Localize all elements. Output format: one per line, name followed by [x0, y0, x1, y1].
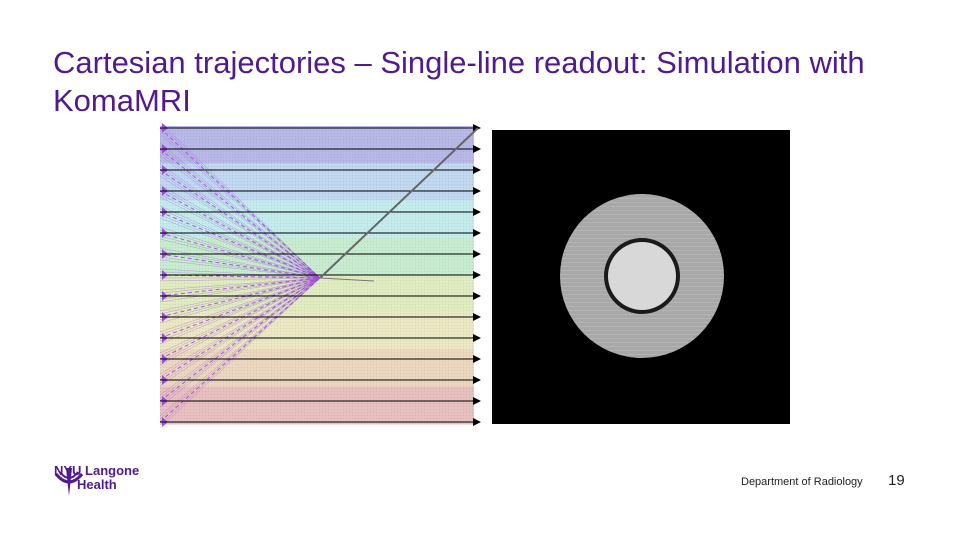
- trajectory-ray: [159, 277, 321, 363]
- kspace-trajectory-figure: [159, 121, 481, 429]
- trajectory-rays: [159, 121, 321, 429]
- trajectory-ray: [159, 253, 321, 279]
- trajectory-ray: [159, 277, 321, 282]
- trajectory-ray: [159, 238, 321, 279]
- trajectory-ray: [159, 205, 321, 279]
- logo-line1: NYU Langone: [54, 463, 140, 478]
- nyu-langone-logo: NYU Langone Health: [52, 464, 172, 504]
- trajectory-ray: [159, 142, 321, 279]
- trajectory-ray: [159, 247, 321, 279]
- trajectory-ray: [159, 127, 321, 279]
- trajectory-ray: [159, 274, 321, 279]
- trajectory-ray: [159, 277, 321, 378]
- logo-line2: Health: [77, 477, 117, 492]
- diagonal-trajectory: [319, 127, 479, 279]
- trajectory-ray: [159, 277, 321, 321]
- trajectory-ray: [159, 235, 321, 279]
- trajectory-ray: [159, 277, 321, 354]
- center-trace: [319, 277, 375, 282]
- trajectory-ray: [159, 277, 321, 333]
- trajectory-ray: [159, 184, 321, 279]
- trajectory-ray: [159, 277, 321, 342]
- trajectory-ray: [159, 277, 321, 360]
- slide-title: Cartesian trajectories – Single-line rea…: [53, 45, 865, 118]
- trajectory-ray: [159, 277, 321, 366]
- trajectory-ray: [159, 214, 321, 279]
- trajectory-ray: [159, 277, 321, 402]
- trajectory-ray: [159, 277, 321, 381]
- trajectory-ray: [159, 193, 321, 279]
- trajectory-ray: [159, 211, 321, 279]
- readout-lines: [160, 124, 481, 426]
- trajectory-ray: [159, 163, 321, 279]
- trajectory-ray: [159, 277, 321, 417]
- trajectory-ray: [159, 121, 321, 279]
- trajectory-ray: [159, 277, 321, 408]
- trajectory-ray: [159, 277, 321, 423]
- trajectory-ray: [159, 217, 321, 279]
- department-label: Department of Radiology: [741, 476, 863, 488]
- trajectory-ray: [159, 277, 321, 420]
- torch-icon: [54, 468, 84, 496]
- trajectory-ray: [159, 154, 321, 279]
- trajectory-ray: [159, 268, 321, 279]
- trajectory-ray: [159, 196, 321, 279]
- trajectory-ray: [159, 277, 321, 396]
- page-number: 19: [888, 472, 905, 489]
- trajectory-ray: [159, 190, 321, 279]
- trajectory-ray: [159, 277, 321, 291]
- reconstructed-image: [492, 130, 790, 424]
- trajectory-ray: [159, 277, 321, 375]
- trajectory-ray: [159, 277, 321, 405]
- phantom-inner-disk: [608, 242, 676, 310]
- trajectory-ray: [159, 277, 321, 429]
- trajectory-ray: [159, 166, 321, 279]
- trajectory-ray: [159, 277, 321, 297]
- trajectory-ray: [159, 277, 321, 324]
- trajectory-ray: [159, 148, 321, 279]
- trajectory-ray: [159, 277, 321, 339]
- trajectory-ray: [159, 277, 321, 312]
- trajectory-ray: [159, 277, 321, 303]
- trajectory-ray: [159, 208, 321, 279]
- trajectory-ray: [159, 277, 321, 345]
- trajectory-ray: [159, 226, 321, 279]
- trajectory-ray: [159, 175, 321, 279]
- trajectory-ray: [159, 151, 321, 279]
